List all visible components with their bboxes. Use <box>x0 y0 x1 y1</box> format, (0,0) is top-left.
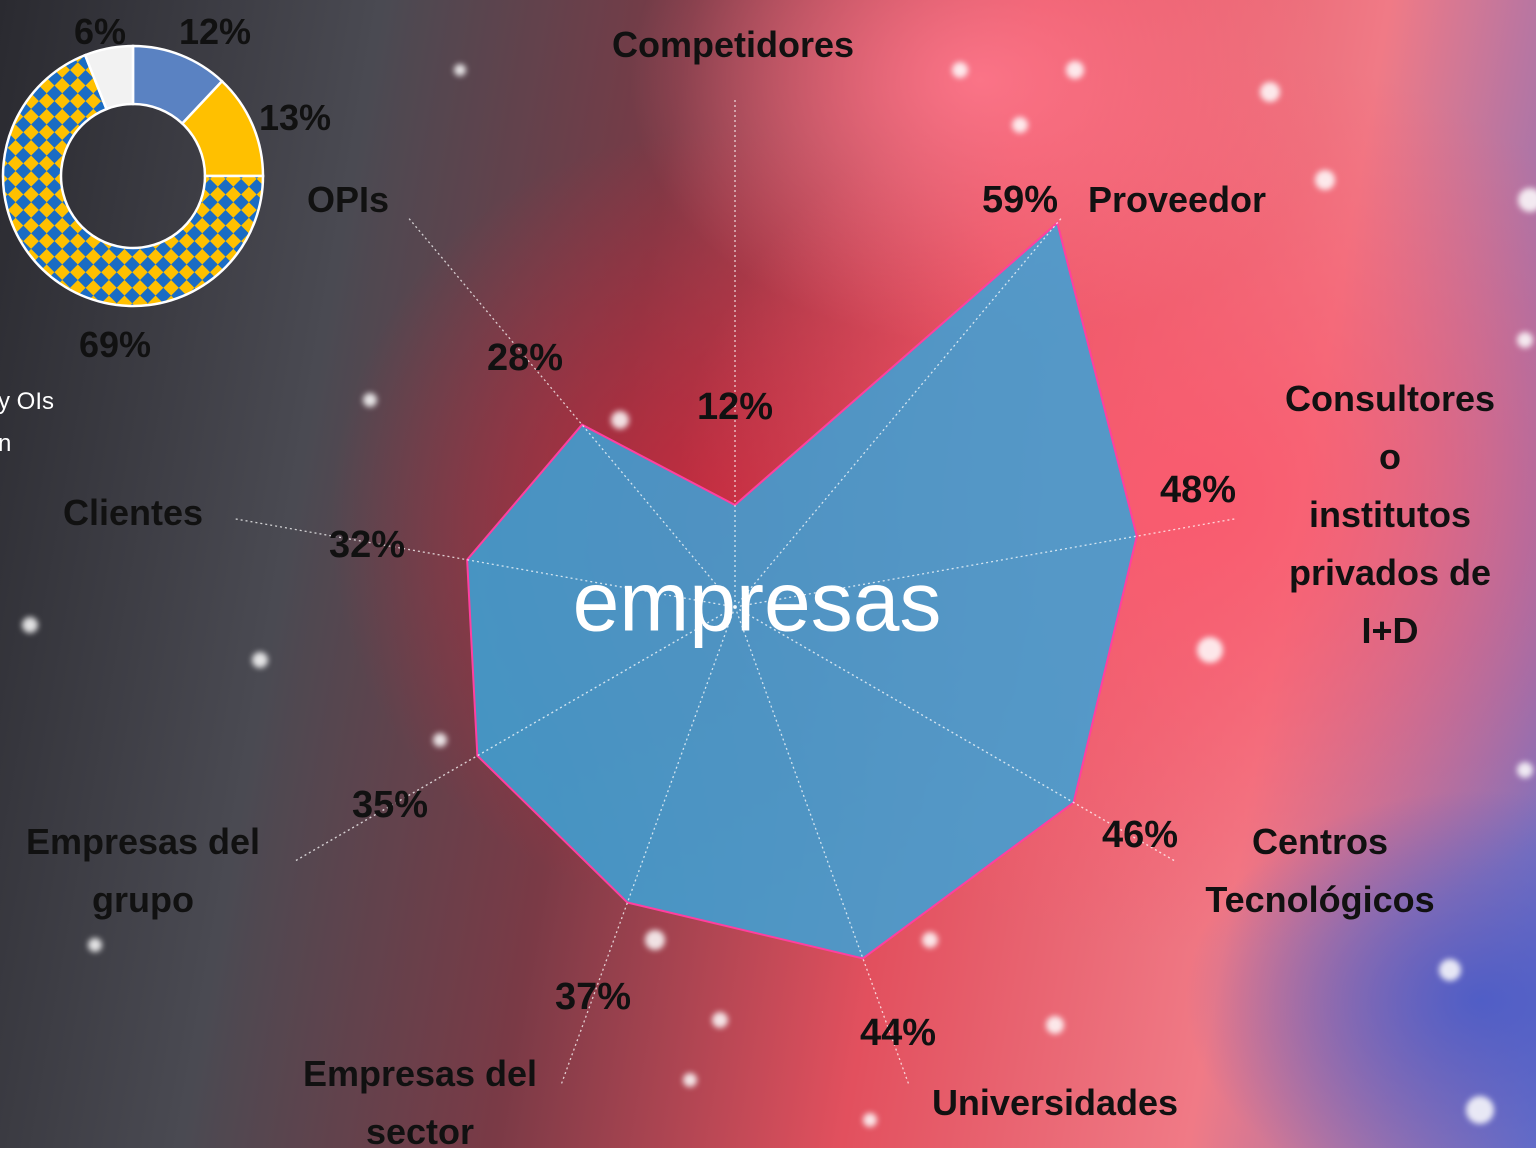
axis-label: Empresas del grupo <box>26 813 260 929</box>
slide: {"chart_data": [ {"type": "radar", "cent… <box>0 0 1536 1148</box>
data-label: 59% <box>982 171 1058 229</box>
data-label: 37% <box>555 968 631 1026</box>
data-label: 13% <box>259 89 331 147</box>
caption: n <box>0 430 11 458</box>
data-label: 12% <box>697 378 773 436</box>
caption: y OIs <box>0 388 54 416</box>
data-label: 28% <box>487 329 563 387</box>
axis-label: Competidores <box>612 16 854 74</box>
data-label: 46% <box>1102 806 1178 864</box>
data-label: 69% <box>79 316 151 374</box>
axis-label: Proveedor <box>1088 171 1266 229</box>
center-label: empresas <box>573 554 942 651</box>
axis-label: Universidades <box>932 1074 1178 1132</box>
axis-label: OPIs <box>307 171 389 229</box>
data-label: 12% <box>179 3 251 61</box>
data-label: 32% <box>329 516 405 574</box>
data-label: 6% <box>74 3 126 61</box>
data-label: 48% <box>1160 461 1236 519</box>
axis-label: Empresas del sector <box>303 1045 537 1161</box>
axis-label: Clientes <box>63 484 203 542</box>
axis-label: Consultores o institutos privados de I+D <box>1285 370 1495 660</box>
data-label: 44% <box>860 1004 936 1062</box>
data-label: 35% <box>352 776 428 834</box>
axis-label: Centros Tecnológicos <box>1205 813 1434 929</box>
